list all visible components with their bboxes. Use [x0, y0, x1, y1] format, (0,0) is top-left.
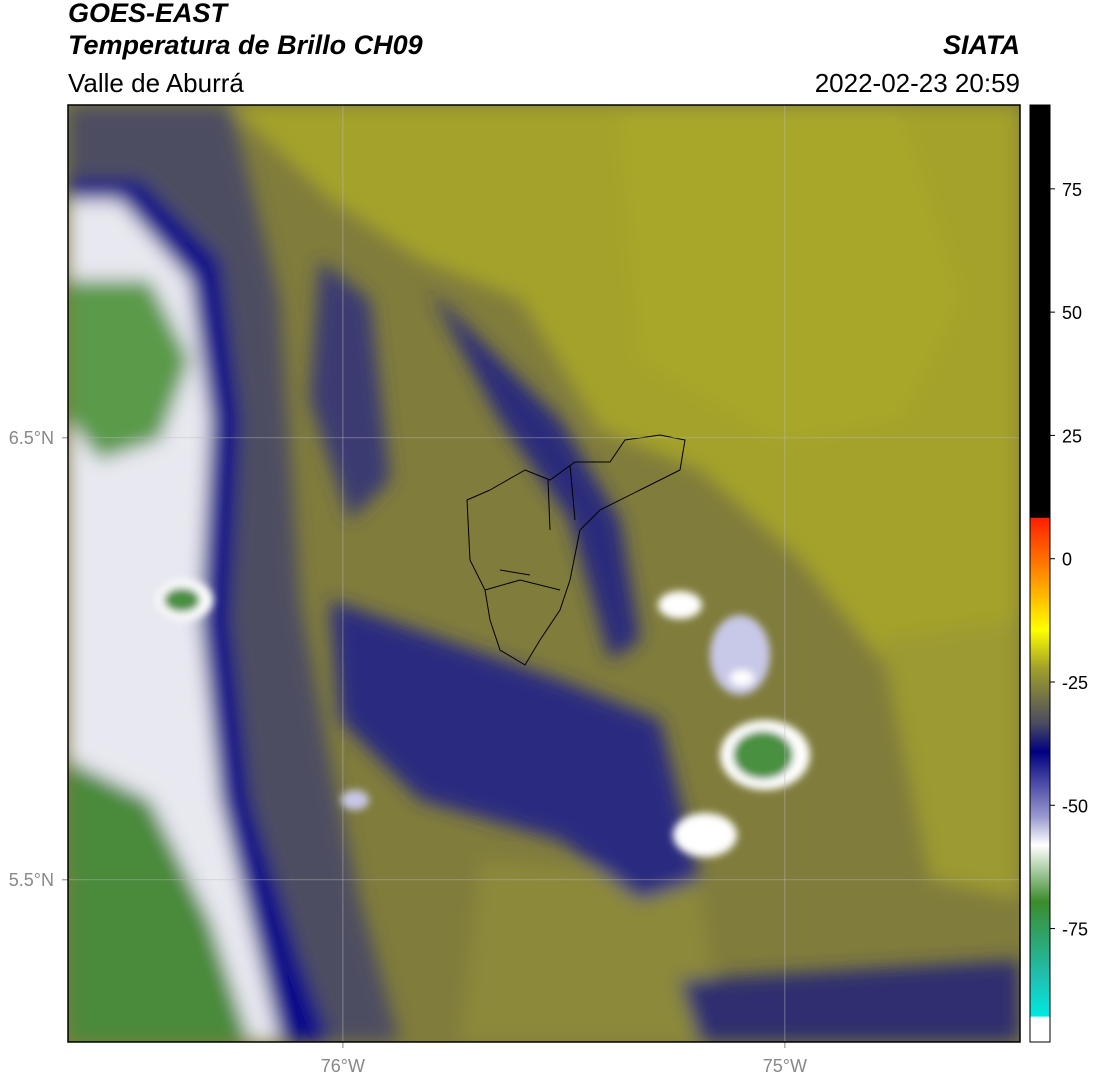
y-tick-label: 5.5°N — [9, 870, 54, 890]
colorbar-tick-label: 75 — [1062, 180, 1082, 200]
x-tick-label: 75°W — [763, 1056, 807, 1076]
map-image — [68, 105, 1020, 1042]
grid — [62, 105, 1020, 1048]
colorbar-tick-label: 0 — [1062, 550, 1072, 570]
colorbar-tick-label: 50 — [1062, 303, 1082, 323]
colorbar-tick-label: -25 — [1062, 673, 1088, 693]
region: Valle de Aburrá — [68, 68, 244, 98]
colorbar-tick-label: -75 — [1062, 920, 1088, 940]
x-tick-label: 76°W — [321, 1056, 365, 1076]
title: GOES-EAST — [68, 0, 230, 28]
colorbar-tick-label: -50 — [1062, 796, 1088, 816]
map-frame — [67, 104, 1021, 1043]
datetime: 2022-02-23 20:59 — [815, 68, 1020, 98]
source: SIATA — [943, 30, 1020, 60]
y-tick-label: 6.5°N — [9, 428, 54, 448]
colorbar-ticks: 75 50 25 0 -25 -50 -75 — [1050, 180, 1088, 940]
colorbar-tick-label: 25 — [1062, 426, 1082, 446]
basin-outline — [466, 434, 686, 666]
subtitle: Temperatura de Brillo CH09 — [68, 30, 423, 60]
colorbar — [1029, 104, 1051, 1043]
